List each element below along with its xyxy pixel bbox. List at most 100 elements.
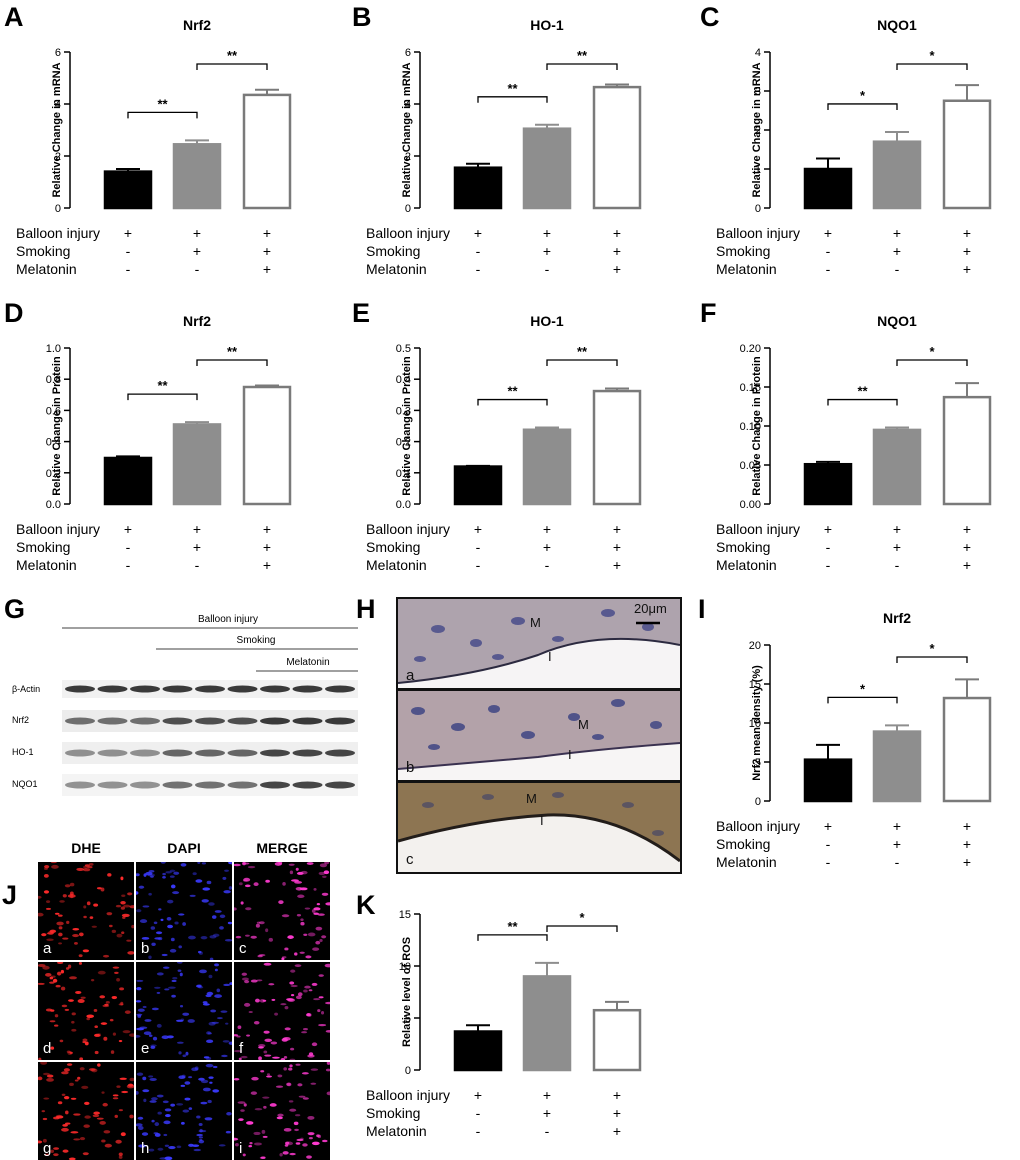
fluorescence-tile-label: b (141, 940, 150, 957)
y-tick-label: 0 (405, 1065, 411, 1077)
condition-sign: + (893, 225, 901, 241)
condition-sign: + (263, 243, 271, 259)
blot-band (325, 749, 355, 757)
significance-label: ** (157, 378, 168, 393)
significance-bracket (896, 63, 968, 70)
condition-label: Melatonin (716, 557, 777, 573)
y-tick-label: 0 (755, 796, 761, 808)
y-tick-label: 0.15 (740, 382, 761, 394)
y-axis-label: Relative level of ROS (401, 937, 413, 1047)
y-tick-label: 5 (405, 1013, 411, 1025)
condition-sign: + (613, 557, 621, 573)
condition-sign: + (613, 1123, 621, 1139)
condition-sign: + (263, 521, 271, 537)
bar (872, 140, 922, 210)
histology-label-a: a (406, 667, 415, 684)
header-merge: MERGE (256, 840, 308, 856)
blot-smoking-label: Smoking (237, 635, 276, 646)
significance-label: ** (507, 81, 518, 96)
condition-sign: + (263, 557, 271, 573)
condition-sign: + (543, 539, 551, 555)
condition-sign: - (826, 243, 831, 259)
panel-letter-a: A (4, 2, 24, 32)
condition-sign: - (195, 557, 200, 573)
condition-sign: + (193, 539, 201, 555)
blot-band (162, 685, 193, 693)
condition-sign: + (543, 243, 551, 259)
condition-sign: + (613, 243, 621, 259)
significance-bracket (896, 656, 968, 663)
bar (942, 395, 992, 506)
significance-label: ** (157, 96, 168, 111)
condition-sign: - (476, 243, 481, 259)
y-tick-label: 0.2 (46, 468, 61, 480)
y-tick-label: 0.6 (46, 405, 61, 417)
condition-sign: - (826, 836, 831, 852)
panel-letter-c: C (700, 2, 720, 32)
bar (592, 1008, 642, 1072)
condition-sign: + (613, 1105, 621, 1121)
fluorescence-tile-g: g (38, 1062, 134, 1160)
condition-sign: + (963, 261, 971, 277)
western-blot-panel: Balloon injury Smoking Melatonin β-Actin… (6, 600, 366, 825)
bar (172, 423, 222, 506)
chart-b-ho1-mrna: HO-1 0 2 4 6 Relative Change in mRNA ** ** Ballo… (350, 0, 670, 290)
condition-sign: + (474, 1087, 482, 1103)
condition-label: Balloon injury (16, 521, 100, 537)
condition-label: Melatonin (716, 261, 777, 277)
condition-label: Smoking (716, 836, 770, 852)
significance-label: * (860, 681, 866, 696)
chart-c-nqo1-mrna: NQO1 0 1 2 3 4 Relative Change in mRNA * * Balloo… (700, 0, 1020, 290)
condition-label: Smoking (16, 243, 70, 259)
y-axis-label: Relative Change in Protein (401, 356, 413, 496)
condition-label: Smoking (366, 539, 420, 555)
condition-sign: + (824, 818, 832, 834)
fluorescence-tile-label: i (239, 1140, 243, 1157)
chart-e-ho1-protein: HO-1 0.0 0.1 0.2 0.3 0.4 0.5 Relative Change in… (350, 296, 670, 586)
y-tick-label: 4 (55, 99, 61, 111)
panel-letter-k: K (356, 890, 376, 920)
blot-band (65, 685, 95, 693)
blot-band (227, 781, 258, 789)
condition-sign: + (613, 225, 621, 241)
blot-band-label: β-Actin (12, 684, 40, 694)
y-tick-label: 2 (55, 151, 61, 163)
significance-label: * (860, 88, 866, 103)
significance-bracket (196, 359, 268, 366)
media-label-m: M (526, 791, 537, 806)
blot-band (325, 717, 355, 725)
histology-image-a: 20μm M I a (398, 599, 680, 688)
blot-band (130, 781, 160, 789)
condition-sign: + (963, 854, 971, 870)
condition-label: Balloon injury (716, 521, 800, 537)
y-tick-label: 0.5 (396, 343, 411, 355)
blot-band (65, 749, 95, 757)
condition-sign: + (124, 225, 132, 241)
blot-band-label: Nrf2 (12, 715, 29, 725)
y-tick-label: 0.0 (46, 499, 61, 511)
fluorescence-tile-label: g (43, 1140, 52, 1157)
bar (453, 1030, 503, 1072)
chart-k-ros-level: 0 5 10 15 Relative level of ROS ** * Balloon in… (350, 862, 670, 1152)
y-axis-label: Relative Change in Protein (51, 356, 63, 496)
significance-bracket (196, 63, 268, 70)
significance-bracket (896, 359, 968, 366)
bar (942, 99, 992, 210)
condition-sign: - (195, 261, 200, 277)
blot-band (260, 781, 290, 789)
condition-label: Smoking (366, 243, 420, 259)
blot-balloon-label: Balloon injury (198, 614, 258, 625)
bar (103, 456, 153, 506)
bar (592, 85, 642, 210)
condition-sign: - (895, 261, 900, 277)
significance-bracket (477, 398, 548, 406)
significance-label: ** (857, 384, 868, 399)
chart-title: Nrf2 (883, 610, 911, 626)
y-tick-label: 15 (749, 679, 761, 691)
y-tick-label: 0.20 (740, 343, 761, 355)
condition-sign: + (824, 521, 832, 537)
bar (172, 143, 222, 210)
bar (803, 167, 853, 210)
condition-sign: + (963, 818, 971, 834)
significance-bracket (546, 63, 618, 70)
